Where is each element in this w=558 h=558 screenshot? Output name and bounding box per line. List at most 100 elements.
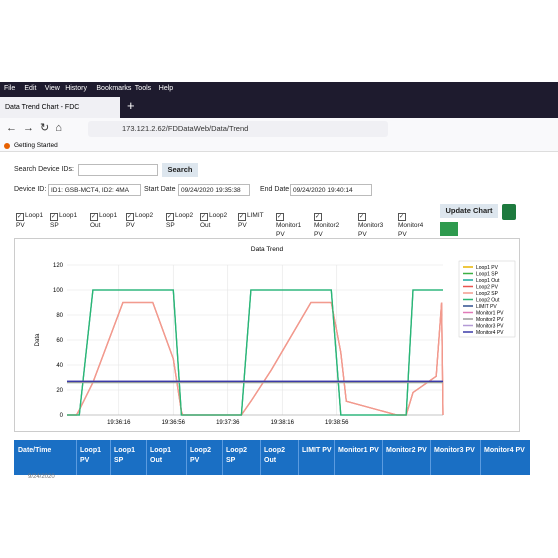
y-tick-label: 80 bbox=[56, 313, 63, 319]
checkbox-label: Monitor2 PV bbox=[314, 222, 340, 238]
nav-buttons[interactable]: ←→↻⌂ bbox=[6, 122, 68, 134]
checkbox-box[interactable]: ✓ bbox=[90, 213, 98, 221]
menu-item[interactable]: View bbox=[44, 85, 60, 92]
checkbox-box[interactable]: ✓ bbox=[314, 213, 322, 221]
url-bar[interactable]: 173.121.2.62/FDDataWeb/Data/Trend bbox=[88, 121, 388, 137]
table-cell: 9/24/2020 bbox=[28, 474, 55, 480]
new-tab[interactable]: + bbox=[127, 98, 135, 113]
checkbox[interactable]: ✓ Loop1 Out bbox=[90, 211, 124, 230]
checkbox[interactable]: ✓ Loop1 SP bbox=[50, 211, 84, 230]
x-tick-label: 19:38:16 bbox=[271, 420, 295, 426]
tab[interactable]: Data Trend Chart - FDC bbox=[0, 97, 120, 118]
checkbox-box[interactable]: ✓ bbox=[358, 213, 366, 221]
menu-item[interactable]: History bbox=[65, 85, 87, 92]
checkbox-box[interactable]: ✓ bbox=[126, 213, 134, 221]
menu-bar bbox=[0, 82, 558, 97]
checkbox[interactable]: ✓Monitor3 PV bbox=[358, 211, 392, 239]
series-line bbox=[67, 301, 444, 416]
update-button[interactable]: Update Chart bbox=[440, 204, 498, 218]
bookmark[interactable]: Getting Started bbox=[0, 140, 558, 152]
checkbox-label: Loop1 PV bbox=[16, 212, 44, 229]
label: End Date bbox=[260, 186, 290, 193]
end-input[interactable]: 09/24/2020 19:40:14 bbox=[290, 184, 372, 196]
checkbox-box[interactable]: ✓ bbox=[16, 213, 24, 221]
table-header-cell: Date/Time bbox=[18, 447, 52, 454]
menu-item[interactable]: File bbox=[4, 85, 16, 92]
y-tick-label: 60 bbox=[56, 338, 63, 344]
column-divider bbox=[298, 440, 299, 475]
legend-label: Monitor2 PV bbox=[476, 317, 504, 323]
legend-label: Monitor1 PV bbox=[476, 310, 504, 316]
label: Device ID: bbox=[14, 186, 47, 193]
checkbox[interactable]: ✓ Loop2 PV bbox=[126, 211, 160, 230]
legend-label: LIMIT PV bbox=[476, 304, 497, 310]
column-divider bbox=[334, 440, 335, 475]
checkbox-label: Monitor3 PV bbox=[358, 222, 384, 238]
x-tick-label: 19:36:16 bbox=[107, 420, 131, 426]
search-input[interactable] bbox=[78, 164, 158, 176]
x-tick-label: 19:37:36 bbox=[216, 420, 240, 426]
y-axis-label: Data bbox=[35, 333, 41, 346]
column-divider bbox=[76, 440, 77, 475]
y-tick-label: 0 bbox=[60, 413, 64, 419]
start-input[interactable]: 09/24/2020 19:35:38 bbox=[178, 184, 250, 196]
table-header-cell: LIMIT PV bbox=[302, 447, 332, 454]
column-divider bbox=[110, 440, 111, 475]
label: Search Device IDs: bbox=[14, 166, 74, 173]
checkbox[interactable]: ✓ Loop1 PV bbox=[16, 211, 50, 230]
table-header-cell: Loop2 PV bbox=[190, 447, 211, 464]
legend-label: Loop1 Out bbox=[476, 278, 500, 284]
table-header bbox=[14, 440, 530, 475]
menu-item[interactable]: Bookmarks bbox=[96, 85, 132, 92]
excel-export[interactable] bbox=[440, 222, 458, 236]
checkbox-label: Loop1 SP bbox=[50, 212, 78, 229]
x-tick-label: 19:36:56 bbox=[162, 420, 186, 426]
legend-label: Loop1 PV bbox=[476, 265, 499, 271]
excel-icon[interactable] bbox=[502, 204, 516, 220]
checkbox-box[interactable]: ✓ bbox=[398, 213, 406, 221]
checkbox-label: Loop2 SP bbox=[166, 212, 194, 229]
checkbox-box[interactable]: ✓ bbox=[166, 213, 174, 221]
table-header-cell: Loop1 SP bbox=[114, 447, 135, 464]
checkbox[interactable]: ✓ Loop2 Out bbox=[200, 211, 234, 230]
checkbox-box[interactable]: ✓ bbox=[276, 213, 284, 221]
column-divider bbox=[186, 440, 187, 475]
checkbox-box[interactable]: ✓ bbox=[200, 213, 208, 221]
legend-label: Loop1 SP bbox=[476, 271, 499, 277]
column-divider bbox=[480, 440, 481, 475]
y-tick-label: 120 bbox=[53, 263, 64, 269]
table-header-cell: Monitor3 PV bbox=[434, 447, 475, 454]
checkbox-label: Loop2 PV bbox=[126, 212, 154, 229]
x-tick-label: 19:38:56 bbox=[325, 420, 349, 426]
series-line bbox=[67, 289, 443, 416]
table-header-cell: Monitor4 PV bbox=[484, 447, 525, 454]
menu-item[interactable]: Tools bbox=[134, 85, 152, 92]
chart-box: Data Trend Data 0 20 40 60 80 100 120 19:36:16 1… bbox=[14, 238, 520, 432]
checkbox-box[interactable]: ✓ bbox=[50, 213, 58, 221]
device-select[interactable]: ID1: GSB-MCT4, ID2: 4MA bbox=[48, 184, 141, 196]
tab-bar bbox=[0, 97, 558, 118]
checkbox-label: LIMIT PV bbox=[238, 212, 264, 229]
menu-item[interactable]: Help bbox=[158, 85, 174, 92]
column-divider bbox=[382, 440, 383, 475]
menu-item[interactable]: Edit bbox=[24, 85, 37, 92]
legend-label: Monitor4 PV bbox=[476, 330, 504, 336]
series-line bbox=[67, 289, 443, 416]
legend-label: Loop2 PV bbox=[476, 284, 499, 290]
checkbox-box[interactable]: ✓ bbox=[238, 213, 246, 221]
column-divider bbox=[222, 440, 223, 475]
checkbox-label: Loop1 Out bbox=[90, 212, 118, 229]
checkbox[interactable]: ✓Monitor1 PV bbox=[276, 211, 310, 239]
y-tick-label: 40 bbox=[56, 363, 63, 369]
checkbox[interactable]: ✓Monitor4 PV bbox=[398, 211, 432, 239]
legend-label: Monitor3 PV bbox=[476, 323, 504, 329]
checkbox[interactable]: ✓Monitor2 PV bbox=[314, 211, 348, 239]
column-divider bbox=[146, 440, 147, 475]
chart-title: Data Trend bbox=[251, 246, 284, 253]
column-divider bbox=[260, 440, 261, 475]
search-button[interactable]: Search bbox=[162, 163, 198, 177]
checkbox-label: Monitor1 PV bbox=[276, 222, 302, 238]
checkbox[interactable]: ✓ LIMIT PV bbox=[238, 211, 272, 230]
label: Start Date bbox=[144, 186, 176, 193]
checkbox[interactable]: ✓ Loop2 SP bbox=[166, 211, 200, 230]
